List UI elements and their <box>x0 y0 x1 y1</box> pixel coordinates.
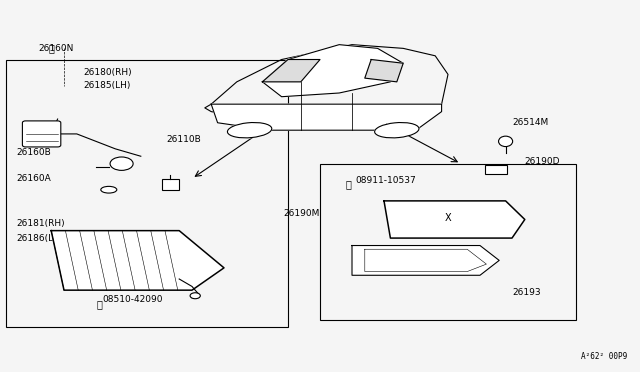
Text: 26160N: 26160N <box>38 44 74 53</box>
Text: 08510-42090: 08510-42090 <box>102 295 163 304</box>
Ellipse shape <box>499 136 513 147</box>
Text: X: X <box>445 214 451 223</box>
Ellipse shape <box>374 122 419 138</box>
Text: 26181(RH): 26181(RH) <box>16 219 65 228</box>
FancyBboxPatch shape <box>485 165 507 174</box>
Circle shape <box>190 293 200 299</box>
Polygon shape <box>51 231 224 290</box>
Text: 26514M: 26514M <box>512 118 548 127</box>
Ellipse shape <box>101 186 117 193</box>
Text: 26180(RH): 26180(RH) <box>83 68 132 77</box>
Text: 26193: 26193 <box>512 288 541 296</box>
FancyBboxPatch shape <box>320 164 576 320</box>
Text: 26160B: 26160B <box>16 148 51 157</box>
Text: 26110B: 26110B <box>166 135 201 144</box>
Text: 26191: 26191 <box>368 266 397 275</box>
Text: 26160A: 26160A <box>16 174 51 183</box>
Text: 26190M: 26190M <box>284 209 320 218</box>
Polygon shape <box>211 104 442 130</box>
Text: 26186(LH): 26186(LH) <box>16 234 63 243</box>
Text: Ⓢ: Ⓢ <box>96 299 102 309</box>
Text: 08911-10537: 08911-10537 <box>355 176 416 185</box>
Circle shape <box>110 157 133 170</box>
Polygon shape <box>352 246 499 275</box>
Text: A²62² 00P9: A²62² 00P9 <box>581 352 627 361</box>
FancyBboxPatch shape <box>162 179 179 190</box>
Ellipse shape <box>227 122 272 138</box>
Polygon shape <box>365 60 403 82</box>
Polygon shape <box>262 60 320 82</box>
Text: 26190D: 26190D <box>525 157 560 166</box>
Polygon shape <box>384 201 525 238</box>
Text: Ⓝ: Ⓝ <box>48 44 54 53</box>
Text: 26185(LH): 26185(LH) <box>83 81 131 90</box>
Text: Ⓝ: Ⓝ <box>346 179 352 189</box>
Polygon shape <box>262 45 403 97</box>
FancyBboxPatch shape <box>6 60 288 327</box>
FancyBboxPatch shape <box>22 121 61 147</box>
